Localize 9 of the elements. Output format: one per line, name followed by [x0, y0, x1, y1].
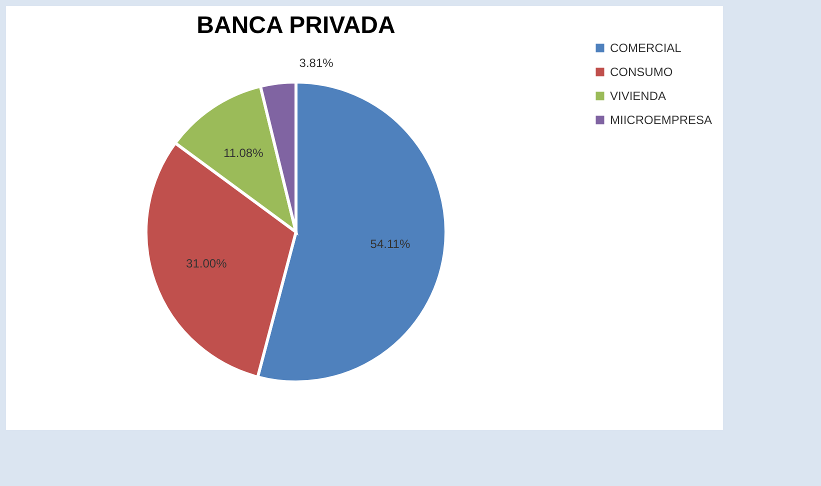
- chart-title: BANCA PRIVADA: [196, 12, 396, 39]
- data-label: 54.11%: [370, 237, 410, 252]
- legend-label: CONSUMO: [610, 65, 673, 79]
- data-label: 3.81%: [299, 56, 334, 70]
- legend-label: COMERCIAL: [610, 41, 682, 55]
- data-label: 11.08%: [223, 146, 264, 160]
- data-label: 31.00%: [186, 256, 228, 271]
- legend-label: VIVIENDA: [610, 89, 666, 103]
- legend-label: MIICROEMPRESA: [610, 113, 712, 127]
